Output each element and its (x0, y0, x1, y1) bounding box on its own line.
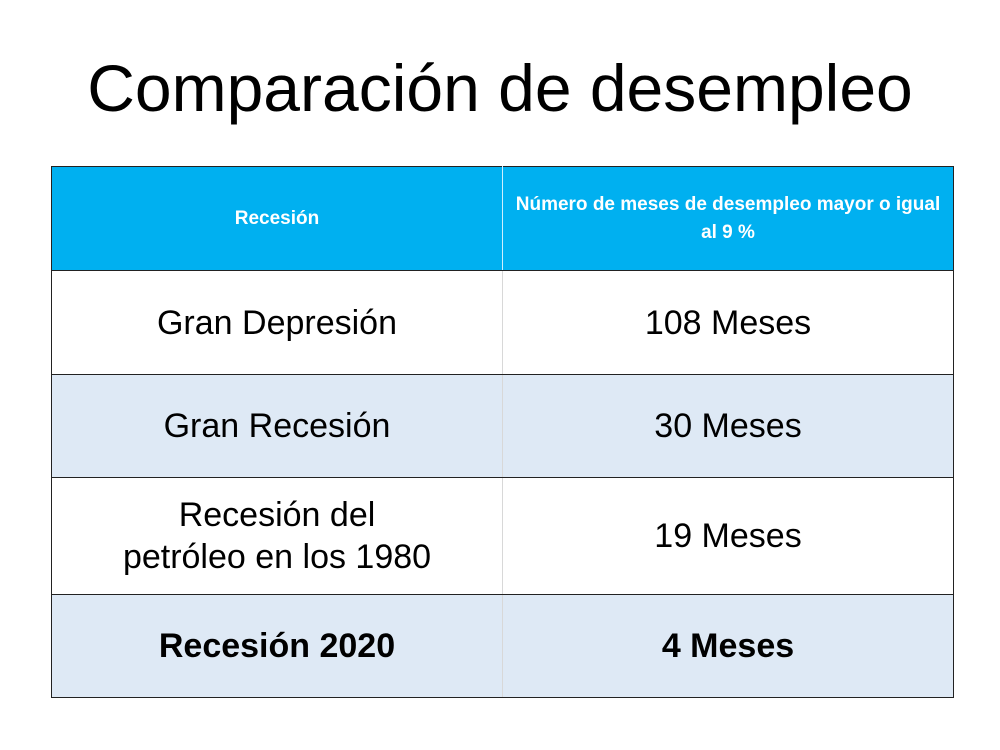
cell-recession: Gran Depresión (51, 270, 503, 375)
cell-months: 19 Meses (502, 477, 954, 595)
header-recession: Recesión (51, 166, 503, 271)
cell-recession: Recesión del petróleo en los 1980 (51, 477, 503, 595)
cell-recession: Gran Recesión (51, 374, 503, 478)
unemployment-table: Recesión Número de meses de desempleo ma… (51, 166, 954, 698)
header-months: Número de meses de desempleo mayor o igu… (502, 166, 954, 271)
cell-recession: Recesión 2020 (51, 594, 503, 698)
table-row: Recesión del petróleo en los 1980 19 Mes… (51, 477, 954, 595)
cell-months: 30 Meses (502, 374, 954, 478)
table-row: Recesión 2020 4 Meses (51, 594, 954, 698)
header-row: Recesión Número de meses de desempleo ma… (51, 166, 954, 271)
table-row: Gran Recesión 30 Meses (51, 374, 954, 478)
cell-months: 108 Meses (502, 270, 954, 375)
table-row: Gran Depresión 108 Meses (51, 270, 954, 375)
slide-title: Comparación de desempleo (87, 51, 913, 125)
cell-months: 4 Meses (502, 594, 954, 698)
